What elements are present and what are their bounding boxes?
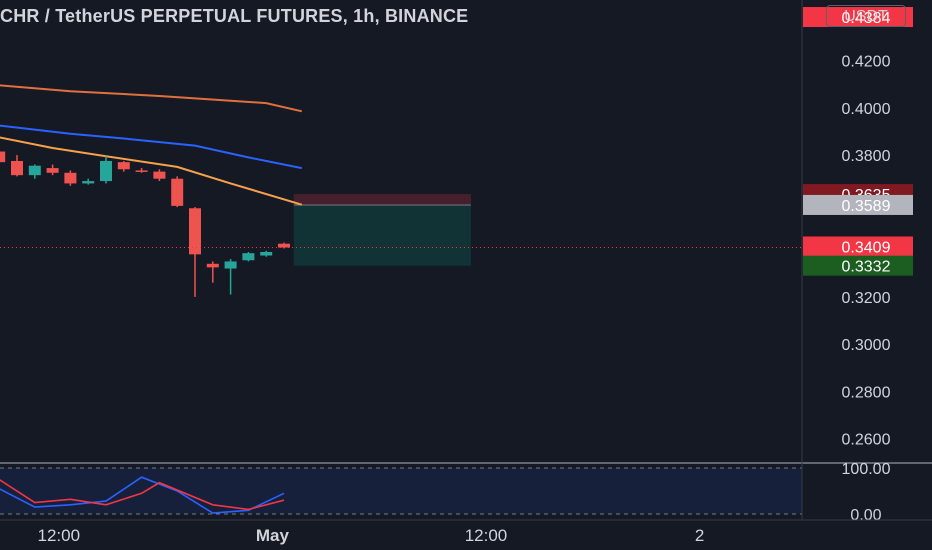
candle-body	[242, 253, 255, 261]
candle-10	[171, 176, 184, 208]
candle-body	[206, 263, 219, 268]
candle-2	[28, 164, 41, 179]
position-tool[interactable]	[293, 194, 471, 266]
candle-body	[278, 243, 290, 248]
oscillator-line-1	[0, 479, 285, 511]
candle-body	[28, 165, 41, 176]
target-zone	[293, 204, 471, 266]
time-axis[interactable]: 12:00 May 12:00 2	[0, 519, 932, 545]
moving-average-line-0	[0, 84, 303, 113]
candle-body	[64, 172, 77, 184]
oscillator-tick-label: 0.00	[850, 507, 881, 524]
price-tick-label: 0.2600	[842, 432, 891, 449]
time-tick-label: 12:00	[38, 526, 81, 545]
oscillator-tick-label: 100.00	[842, 461, 891, 478]
time-tick-label: 12:00	[465, 526, 508, 545]
price-label-box-0	[803, 7, 913, 28]
price-label-box-2	[803, 194, 913, 215]
candle-12	[206, 261, 219, 283]
price-label-text: 0.3409	[842, 239, 891, 256]
price-label-text: 0.3332	[842, 259, 891, 276]
candle-8	[135, 168, 148, 173]
candle-body	[46, 168, 59, 173]
candles	[0, 151, 290, 297]
candle-13	[224, 259, 237, 295]
candle-3	[46, 164, 59, 176]
candle-15	[260, 250, 273, 257]
candle-body	[11, 160, 23, 176]
time-tick-label: May	[256, 526, 290, 545]
price-label-box-4	[803, 255, 913, 276]
candle-14	[242, 251, 255, 262]
price-label-text: 0.3589	[842, 198, 891, 215]
moving-average-line-2	[0, 136, 303, 206]
candle-body	[135, 170, 148, 172]
candle-body	[82, 181, 95, 184]
candle-body	[171, 178, 184, 206]
candle-4	[64, 170, 77, 186]
price-tick-label: 0.2800	[842, 384, 891, 401]
candle-body	[224, 261, 237, 269]
candle-body	[153, 171, 166, 179]
candle-6	[100, 156, 112, 184]
price-tick-label: 0.4200	[842, 54, 891, 71]
price-tick-label: 0.4000	[842, 101, 891, 118]
candle-11	[189, 207, 201, 297]
price-axis[interactable]: 0.4200 0.4000 0.3800 0.3200 0.3000 0.2800 0.26…	[801, 0, 913, 524]
candle-5	[82, 178, 95, 185]
currency-button[interactable]: USDT	[826, 5, 906, 27]
price-tick-label: 0.3800	[842, 148, 891, 165]
time-tick-label: 2	[695, 526, 704, 545]
candle-7	[117, 160, 130, 172]
price-tick-label: 0.3200	[842, 290, 891, 307]
price-tick-label: 0.3000	[842, 337, 891, 354]
candle-body	[260, 251, 273, 256]
oscillator-pane[interactable]	[0, 462, 932, 515]
candle-body	[189, 208, 201, 255]
moving-average-line-1	[0, 124, 302, 170]
stop-zone	[293, 194, 471, 205]
symbol-title: CHR / TetherUS PERPETUAL FUTURES, 1h, BI…	[0, 6, 469, 26]
candle-0	[0, 151, 6, 163]
candle-body	[0, 151, 6, 163]
oscillator-line-0	[0, 476, 285, 514]
price-label-text: 0.4384	[842, 10, 891, 27]
candle-body	[117, 162, 130, 170]
candle-1	[11, 155, 23, 177]
moving-averages	[0, 84, 303, 206]
oscillator-band	[0, 468, 802, 514]
candle-9	[153, 169, 166, 182]
candle-body	[100, 160, 112, 182]
